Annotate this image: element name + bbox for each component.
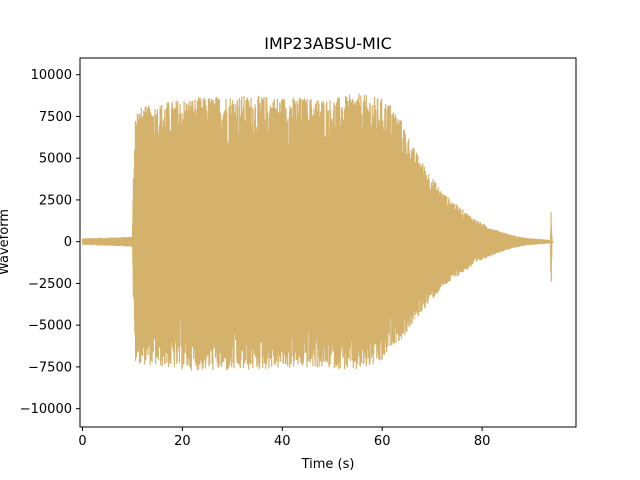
chart-title: IMP23ABSU-MIC xyxy=(264,34,392,53)
x-tick-label: 60 xyxy=(374,434,391,449)
y-tick-label: −5000 xyxy=(28,319,72,334)
y-axis: −10000 −7500 −5000 −2500 0 2500 5000 7500 10000 xyxy=(20,68,80,417)
y-tick-label: 2500 xyxy=(39,193,72,208)
x-tick-label: 0 xyxy=(78,434,86,449)
y-tick-label: −2500 xyxy=(28,277,72,292)
x-tick-label: 80 xyxy=(474,434,491,449)
x-axis: 0 20 40 60 80 xyxy=(78,427,490,449)
x-tick-label: 20 xyxy=(174,434,191,449)
y-tick-label: −7500 xyxy=(28,360,72,375)
y-tick-label: −10000 xyxy=(20,402,72,417)
plot-frame xyxy=(79,57,577,428)
y-tick-label: 10000 xyxy=(31,68,72,83)
y-tick-label: 7500 xyxy=(39,110,72,125)
plot-area xyxy=(79,57,577,428)
y-axis-label: Waveform xyxy=(0,209,12,275)
x-axis-label: Time (s) xyxy=(301,457,355,472)
waveform-series-0 xyxy=(81,93,554,371)
x-tick-label: 40 xyxy=(274,434,291,449)
y-tick-label: 5000 xyxy=(39,152,72,167)
y-tick-label: 0 xyxy=(64,235,72,250)
